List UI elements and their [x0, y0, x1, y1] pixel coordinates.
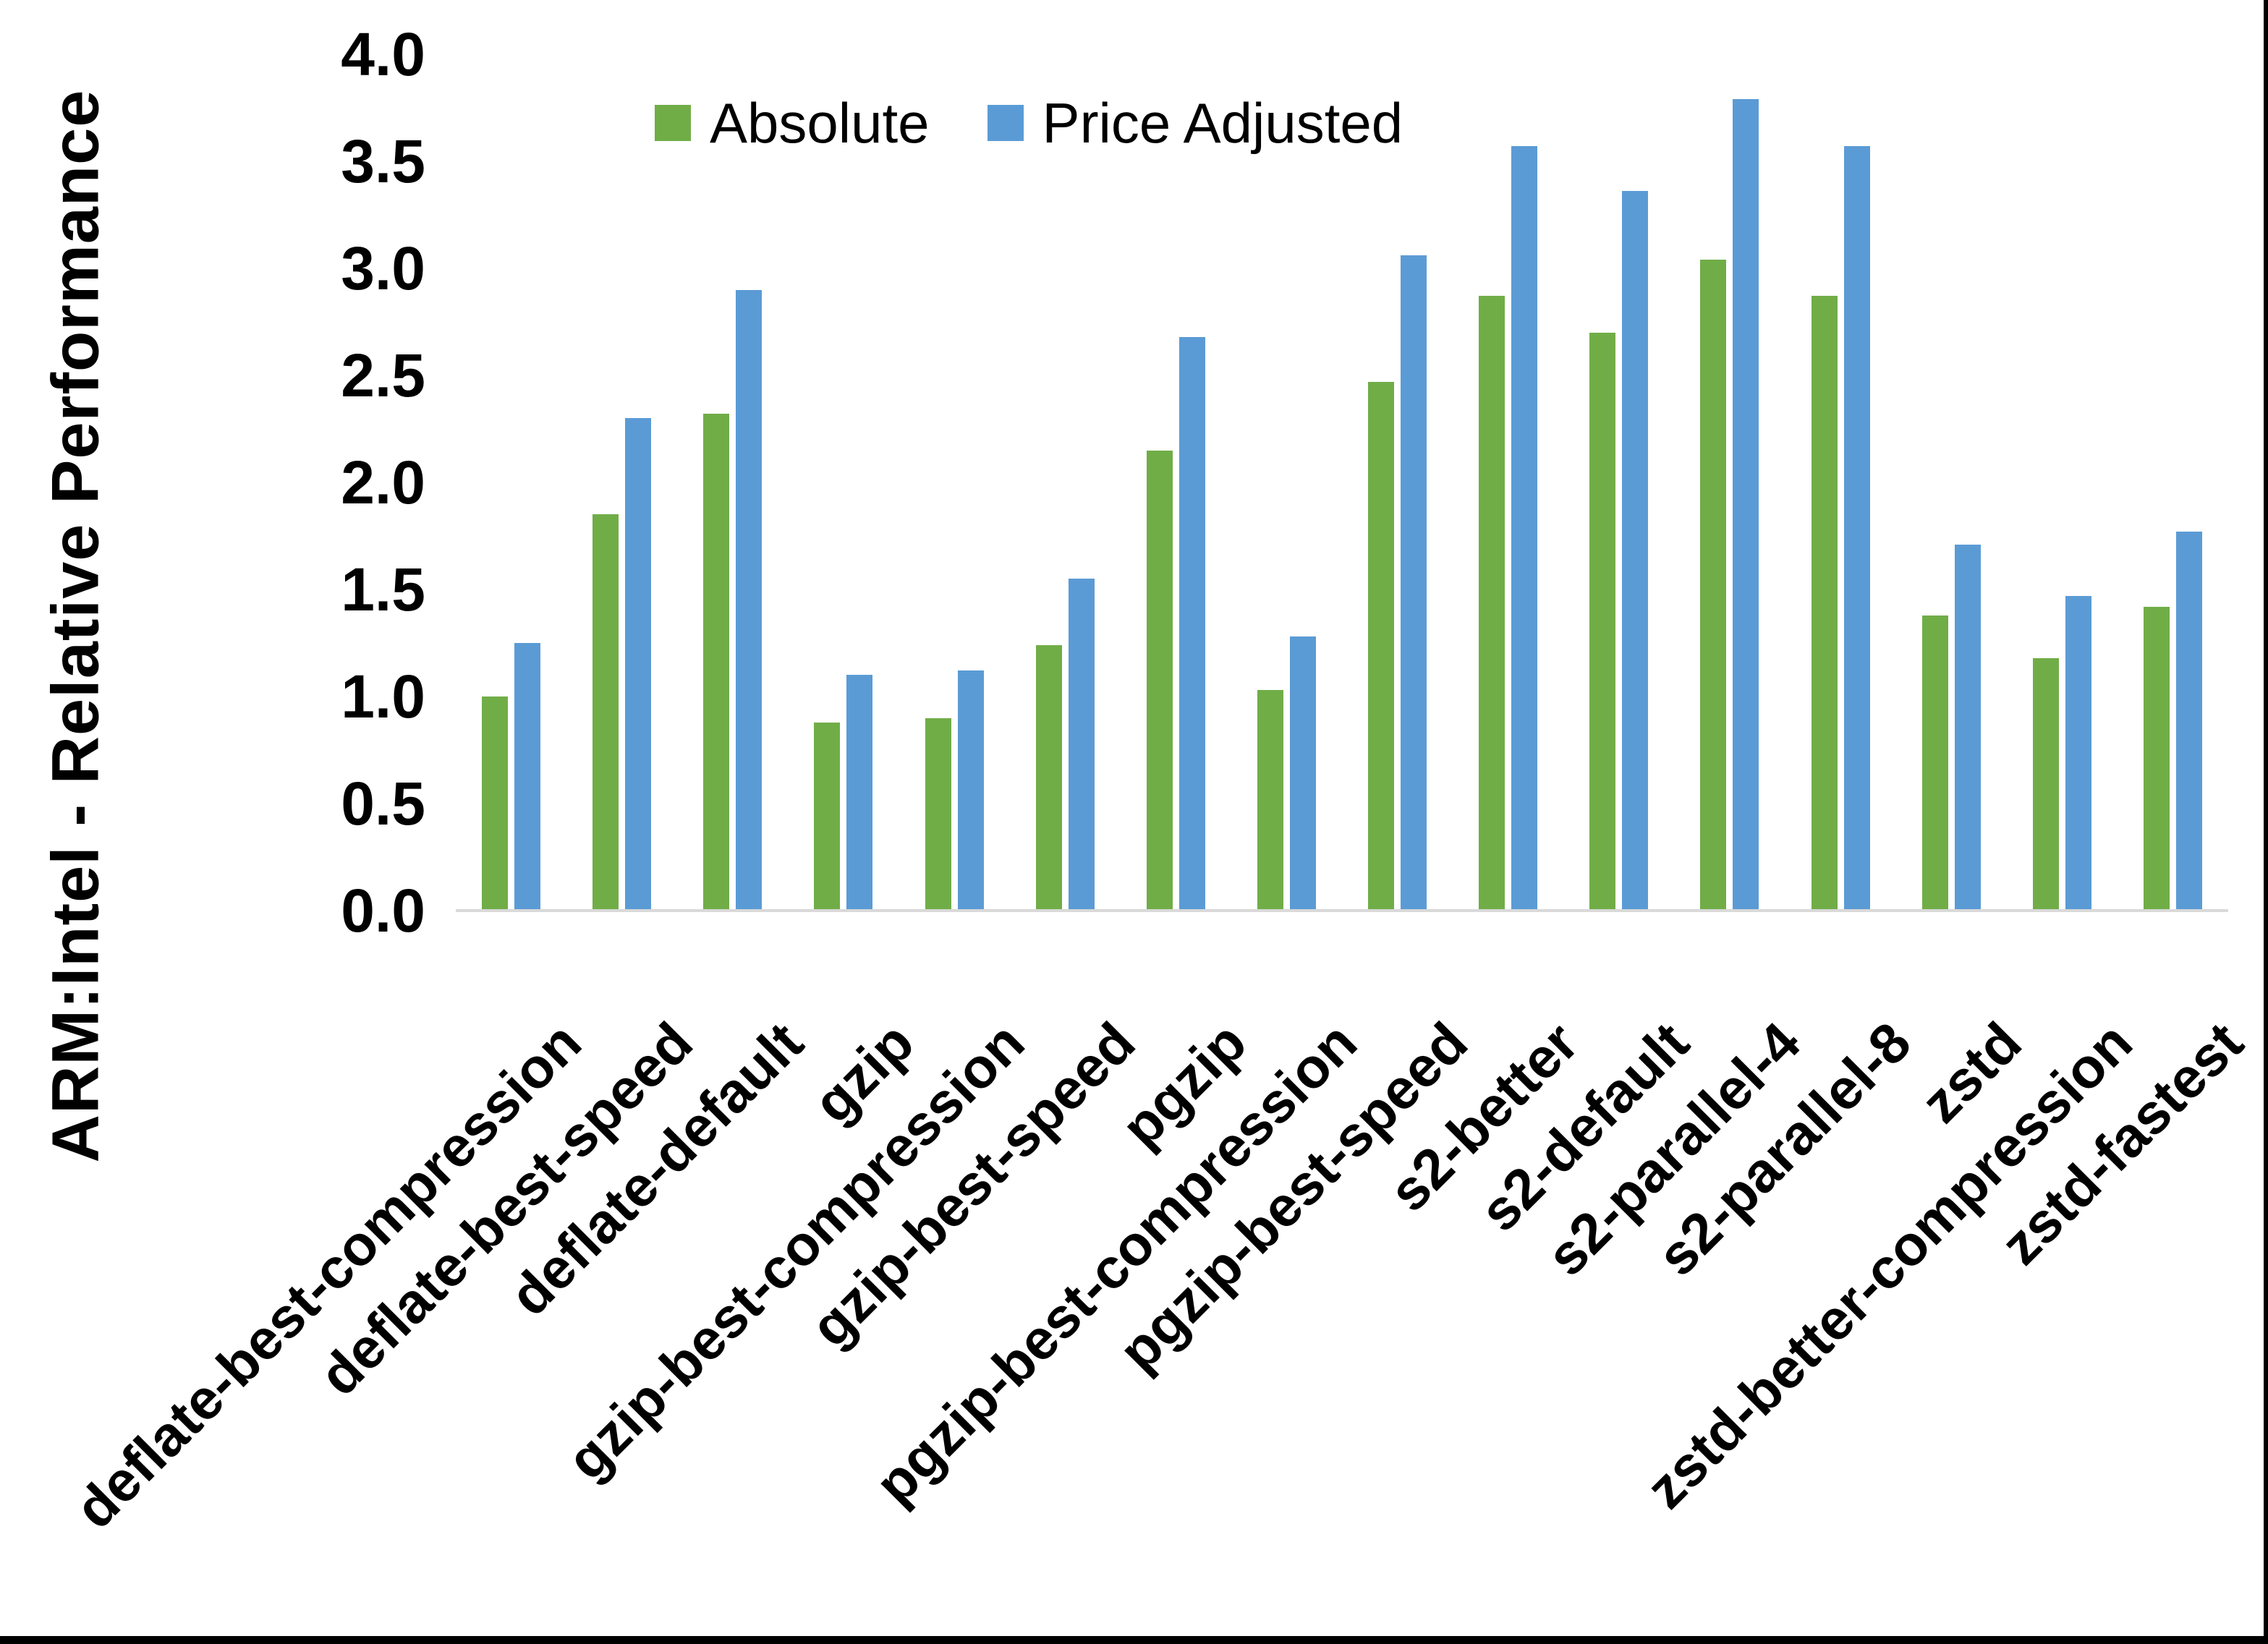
bar-absolute [1921, 615, 1948, 911]
bar-price-adjusted [1401, 255, 1427, 911]
bar-absolute [482, 697, 509, 911]
legend-label: Absolute [710, 91, 930, 155]
bar-price-adjusted [1178, 336, 1205, 911]
bar-absolute [2032, 657, 2059, 911]
bar-absolute [1811, 296, 1838, 911]
bar-price-adjusted [2175, 532, 2202, 911]
bar-absolute [1479, 296, 1505, 911]
y-tick-label: 4.0 [341, 20, 425, 88]
y-tick-label: 1.0 [341, 663, 425, 731]
bar-absolute [1146, 450, 1173, 911]
bar-price-adjusted [1622, 191, 1649, 911]
y-tick-label: 2.5 [341, 341, 425, 409]
y-tick-label: 0.0 [341, 877, 425, 945]
bar-absolute [1700, 260, 1727, 911]
bar-absolute [593, 514, 619, 911]
bar-price-adjusted [2065, 595, 2091, 911]
legend: Absolute Price Adjusted [655, 95, 1403, 151]
y-axis-title-text: ARM:Intel - Relative Performance [38, 89, 113, 1162]
y-tick-label: 2.0 [341, 448, 425, 516]
right-border-line [2264, 0, 2268, 1644]
bar-price-adjusted [1289, 636, 1316, 911]
y-tick-label: 1.5 [341, 555, 425, 623]
bar-price-adjusted [1954, 544, 1981, 911]
bar-price-adjusted [1511, 146, 1538, 911]
bar-absolute [1257, 690, 1283, 911]
legend-label: Price Adjusted [1042, 91, 1403, 155]
bar-price-adjusted [957, 670, 984, 911]
bar-price-adjusted [1068, 579, 1095, 911]
bottom-border-line [0, 1636, 2268, 1644]
bar-absolute [703, 414, 730, 911]
y-tick-label: 3.0 [341, 234, 425, 302]
legend-item-price-adjusted: Price Adjusted [987, 91, 1403, 155]
legend-swatch-icon [987, 105, 1024, 141]
legend-swatch-icon [655, 105, 691, 141]
y-tick-label: 0.5 [341, 770, 425, 838]
y-axis-title: ARM:Intel - Relative Performance [38, 0, 113, 1251]
bar-absolute [1368, 381, 1395, 911]
bar-price-adjusted [1733, 99, 1759, 911]
bar-absolute [2143, 606, 2170, 911]
bar-price-adjusted [736, 289, 763, 911]
bar-absolute [1035, 644, 1062, 911]
legend-item-absolute: Absolute [655, 95, 930, 151]
bar-price-adjusted [846, 675, 873, 911]
bar-absolute [925, 717, 951, 911]
bar-price-adjusted [625, 418, 652, 911]
bar-price-adjusted [514, 643, 541, 911]
y-tick-label: 3.5 [341, 127, 425, 195]
x-axis-line [456, 909, 2228, 912]
bar-price-adjusted [1843, 146, 1870, 911]
bar-absolute [814, 722, 841, 911]
bar-absolute [1589, 332, 1616, 911]
